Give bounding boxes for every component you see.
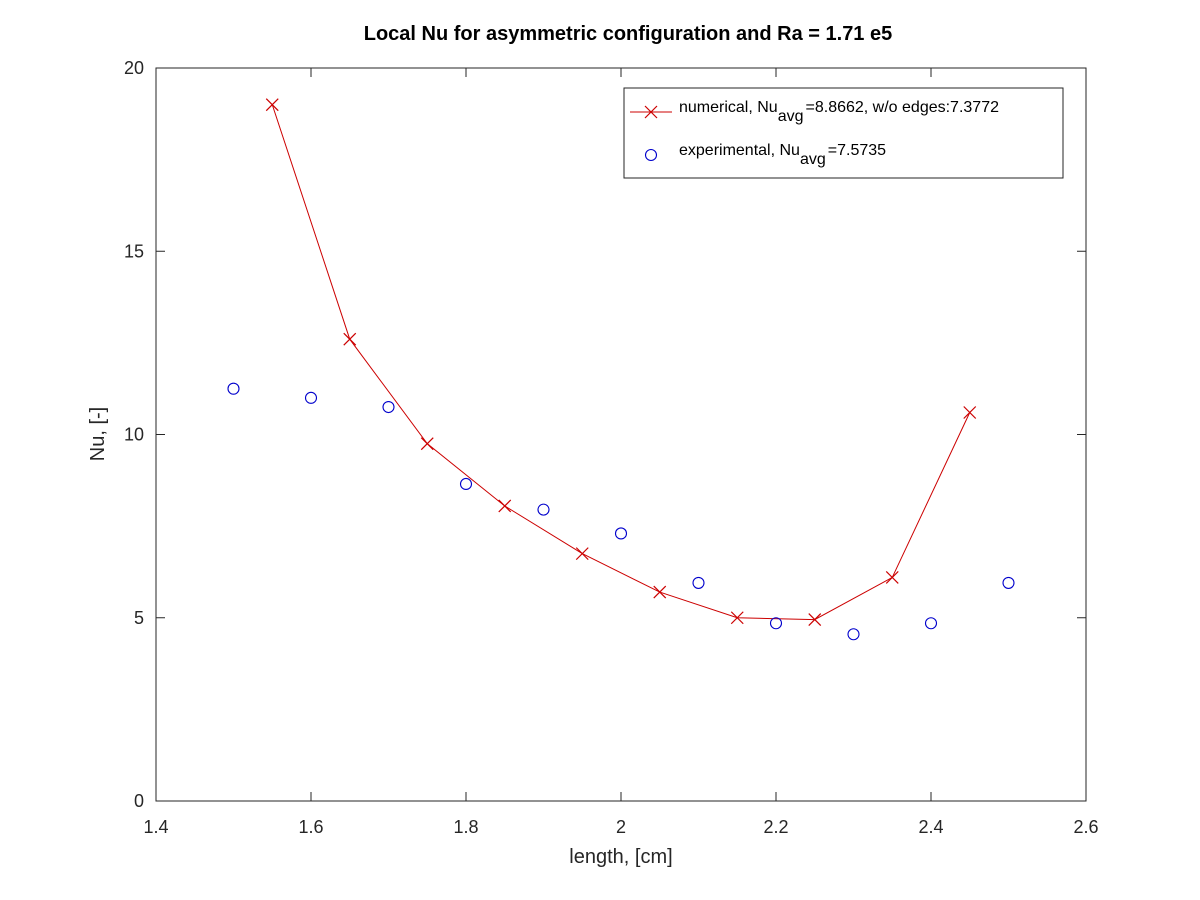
data-point-numerical — [498, 499, 512, 513]
x-tick-label: 2 — [616, 817, 626, 837]
series-experimental — [227, 382, 1015, 641]
data-point-numerical — [885, 571, 899, 584]
data-point-experimental — [227, 382, 240, 395]
legend-numerical-marker — [644, 105, 658, 119]
legend-box — [623, 87, 1064, 179]
legend-experimental-marker — [644, 148, 658, 162]
data-point-numerical — [653, 585, 667, 599]
x-axis-label: length, [cm] — [569, 846, 672, 868]
data-point-numerical — [808, 613, 822, 627]
y-tick-label: 20 — [124, 58, 144, 78]
data-point-experimental — [459, 477, 473, 491]
series-numerical-line — [271, 104, 971, 621]
data-point-numerical — [963, 406, 977, 419]
x-tick-label: 2.6 — [1073, 817, 1098, 837]
y-tick-label: 15 — [124, 241, 144, 261]
data-point-experimental — [692, 576, 705, 589]
legend-experimental-label: experimental, Nuavg=7.5735 — [679, 142, 886, 168]
x-tick-label: 1.6 — [298, 817, 323, 837]
axis-ticks: 1.4 1.6 1.8 2 2.2 2.4 2.6 0 5 10 15 20 — [124, 58, 1099, 837]
y-axis-label: Nu, [-] — [87, 407, 109, 461]
data-point-experimental — [924, 617, 938, 630]
y-tick-label: 5 — [134, 608, 144, 628]
data-point-experimental — [382, 400, 395, 414]
data-point-numerical — [730, 611, 744, 625]
x-tick-label: 2.2 — [763, 817, 788, 837]
data-point-experimental — [1002, 576, 1015, 589]
data-point-experimental — [614, 527, 628, 540]
data-point-experimental — [847, 628, 860, 641]
data-point-numerical — [265, 98, 279, 112]
x-tick-label: 1.4 — [143, 817, 168, 837]
data-point-experimental — [304, 391, 318, 404]
x-tick-label: 2.4 — [918, 817, 943, 837]
data-point-numerical — [575, 547, 589, 561]
series-layer — [227, 98, 1015, 641]
data-point-numerical — [343, 332, 357, 346]
y-tick-label: 10 — [124, 425, 144, 445]
chart-title: Local Nu for asymmetric configuration an… — [364, 23, 893, 45]
data-point-numerical — [420, 437, 434, 451]
legend-numerical-label: numerical, Nuavg=8.8662, w/o edges:7.377… — [679, 99, 999, 125]
x-tick-label: 1.8 — [453, 817, 478, 837]
series-numerical — [265, 98, 977, 627]
legend: numerical, Nuavg=8.8662, w/o edges:7.377… — [623, 87, 1064, 179]
plot-area — [155, 67, 1087, 802]
data-point-experimental — [769, 617, 783, 630]
y-tick-label: 0 — [134, 791, 144, 811]
data-point-experimental — [537, 503, 550, 516]
